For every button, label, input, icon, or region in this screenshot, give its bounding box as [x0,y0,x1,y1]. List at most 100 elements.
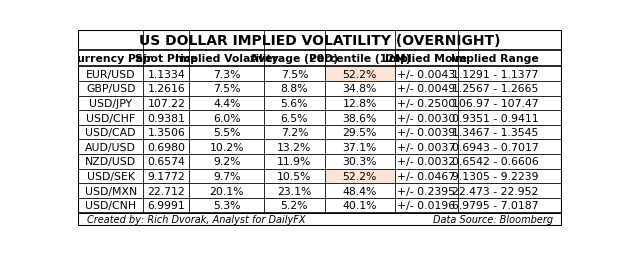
Text: US DOLLAR IMPLIED VOLATILITY (OVERNIGHT): US DOLLAR IMPLIED VOLATILITY (OVERNIGHT) [139,34,500,48]
Text: 23.1%: 23.1% [277,186,311,196]
Text: 6.0%: 6.0% [213,113,240,123]
Text: 5.2%: 5.2% [281,200,308,211]
Bar [264,111,324,125]
Text: 9.2%: 9.2% [213,157,240,167]
Bar [264,154,324,169]
Bar [78,30,562,51]
Text: GBP/USD: GBP/USD [86,84,135,94]
Text: 9.1305 - 9.2239: 9.1305 - 9.2239 [452,171,539,181]
Bar [144,198,189,213]
Text: 5.6%: 5.6% [281,99,308,108]
Text: Percentile (12M): Percentile (12M) [309,54,411,64]
Bar [457,111,533,125]
Bar [457,154,533,169]
Text: +/- 0.2500: +/- 0.2500 [397,99,456,108]
Text: 0.6943 - 0.7017: 0.6943 - 0.7017 [452,142,539,152]
Bar [324,169,395,184]
Bar [457,96,533,111]
Bar [78,67,144,82]
Text: 1.3506: 1.3506 [147,128,185,138]
Bar [457,184,533,198]
Text: 40.1%: 40.1% [343,200,377,211]
Text: 8.8%: 8.8% [281,84,308,94]
Bar [189,96,264,111]
Bar [395,111,457,125]
Bar [324,125,395,140]
Bar [189,198,264,213]
Text: +/- 0.0196: +/- 0.0196 [397,200,456,211]
Text: 11.9%: 11.9% [277,157,311,167]
Text: 7.5%: 7.5% [213,84,240,94]
Bar [144,140,189,154]
Text: 1.1334: 1.1334 [147,69,185,79]
Bar [144,82,189,96]
Bar [144,125,189,140]
Bar [78,96,144,111]
Text: USD/MXN: USD/MXN [84,186,137,196]
Bar [324,140,395,154]
Text: 1.1291 - 1.1377: 1.1291 - 1.1377 [452,69,539,79]
Text: +/- 0.0039: +/- 0.0039 [397,128,456,138]
Bar [264,198,324,213]
Text: NZD/USD: NZD/USD [85,157,136,167]
Text: +/- 0.0043: +/- 0.0043 [397,69,456,79]
Text: 0.6542 - 0.6606: 0.6542 - 0.6606 [452,157,539,167]
Text: Implied Volatility: Implied Volatility [175,54,278,64]
Text: Created by: Rich Dvorak, Analyst for DailyFX: Created by: Rich Dvorak, Analyst for Dai… [87,214,305,224]
Text: 22.473 - 22.952: 22.473 - 22.952 [452,186,539,196]
Bar [395,67,457,82]
Bar [395,184,457,198]
Bar [189,184,264,198]
Text: 22.712: 22.712 [147,186,185,196]
Bar [457,67,533,82]
Bar [395,125,457,140]
Text: 30.3%: 30.3% [343,157,377,167]
Text: 9.1772: 9.1772 [147,171,185,181]
Bar [264,125,324,140]
Text: Spot Price: Spot Price [135,54,198,64]
Bar [78,125,144,140]
Text: 1.2567 - 1.2665: 1.2567 - 1.2665 [452,84,539,94]
Text: 9.7%: 9.7% [213,171,240,181]
Bar [324,67,395,82]
Text: 7.5%: 7.5% [281,69,308,79]
Bar [264,82,324,96]
Text: +/- 0.2395: +/- 0.2395 [397,186,455,196]
Text: 107.22: 107.22 [147,99,185,108]
Bar [457,140,533,154]
Text: USD/JPY: USD/JPY [89,99,132,108]
Text: 6.9795 - 7.0187: 6.9795 - 7.0187 [452,200,539,211]
Bar [457,125,533,140]
Bar [395,82,457,96]
Text: 0.9351 - 0.9411: 0.9351 - 0.9411 [452,113,539,123]
Bar [144,154,189,169]
Text: 10.5%: 10.5% [277,171,311,181]
Text: 48.4%: 48.4% [343,186,377,196]
Text: 38.6%: 38.6% [343,113,377,123]
Bar [144,96,189,111]
Text: USD/CNH: USD/CNH [85,200,136,211]
Text: USD/CHF: USD/CHF [86,113,135,123]
Text: 4.4%: 4.4% [213,99,240,108]
Text: Implied Move: Implied Move [385,54,467,64]
Bar [189,140,264,154]
Bar [264,67,324,82]
Text: 7.2%: 7.2% [281,128,308,138]
Text: 0.9381: 0.9381 [147,113,185,123]
Bar [189,154,264,169]
Bar [78,213,562,226]
Bar [189,67,264,82]
Bar [189,111,264,125]
Bar [78,198,144,213]
Text: 13.2%: 13.2% [277,142,311,152]
Bar [78,111,144,125]
Text: 6.5%: 6.5% [281,113,308,123]
Text: +/- 0.0467: +/- 0.0467 [397,171,456,181]
Text: AUD/USD: AUD/USD [85,142,136,152]
Bar [457,82,533,96]
Bar [395,154,457,169]
Text: 0.6980: 0.6980 [147,142,185,152]
Bar [264,169,324,184]
Bar [78,154,144,169]
Text: EUR/USD: EUR/USD [86,69,135,79]
